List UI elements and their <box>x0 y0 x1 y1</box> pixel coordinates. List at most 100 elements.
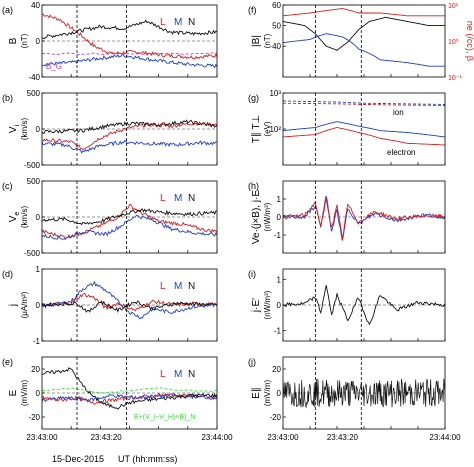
ytick-label: 500 <box>27 89 41 98</box>
legend-n: N <box>188 281 195 292</box>
ytick-label: 10² <box>269 125 281 134</box>
panel-tag: (e) <box>2 357 13 367</box>
ytick-label: -1 <box>274 327 282 336</box>
panel-g: 10³ 10² (g) T∥ T⊥ (eV) ion electron <box>248 89 446 166</box>
series-b-g <box>42 52 217 55</box>
y-axis-subscript: i <box>14 124 21 126</box>
y-axis-unit: (km/s) <box>20 118 29 141</box>
annotation-electron: electron <box>387 148 415 157</box>
panel-h: 1 0 -1 (h)Ve·(j×B), j·E (nW/m³) <box>248 180 446 254</box>
y-axis-label: Vi <box>8 124 21 133</box>
series-e-v-i-v-h-b-n <box>42 387 217 394</box>
series-t-i- <box>283 100 445 105</box>
ytick-label: 10³ <box>269 89 281 98</box>
series-ne <box>283 8 445 17</box>
y2tick-label: 10¹ <box>448 3 459 10</box>
ytick-label: 1 <box>277 275 282 284</box>
y-axis-unit: (eV) <box>263 121 272 136</box>
legend-n: N <box>188 17 195 28</box>
series--b- <box>283 16 445 51</box>
y-axis-label: j·E′ <box>251 298 262 313</box>
ytick-label: 0 <box>36 125 41 134</box>
panel-b: 500 0 -500 (b) Vi (km/s) <box>2 89 218 170</box>
panel-j: 20 0 -20 (j) E∥ (mV/m) 23:43:00 23:43:20 23:44:0… <box>248 356 461 442</box>
ytick-label: 0 <box>36 213 41 222</box>
series-m <box>42 392 217 403</box>
ytick-label: 20 <box>31 365 40 374</box>
legend-l: L <box>160 369 166 380</box>
legend-n: N <box>188 369 195 380</box>
ytick-label: 40 <box>272 42 281 51</box>
series-ve-j-b- <box>283 195 445 241</box>
ytick-label: 20 <box>272 365 281 374</box>
series-t-e- <box>283 127 445 146</box>
y-axis-label: j <box>8 304 19 307</box>
ytick-label: 60 <box>272 1 281 10</box>
y2tick-label: 10⁰ <box>448 38 459 46</box>
y-axis-label: |B| <box>251 35 262 47</box>
legend-n: N <box>188 193 195 204</box>
panel-tag: (d) <box>2 269 13 279</box>
series-l <box>42 203 217 240</box>
panel-i: 1 0 -1 (i) j·E′ (nW/m³) <box>248 268 446 342</box>
series-m <box>42 139 217 154</box>
ytick-label: -500 <box>24 249 41 258</box>
xtick-label: 23:43:20 <box>327 433 359 442</box>
panel-tag: (j) <box>248 357 256 367</box>
series-n <box>42 208 217 226</box>
date-label: 15-Dec-2015 <box>52 454 104 464</box>
series-m <box>42 280 217 320</box>
ytick-label: -20 <box>269 413 281 422</box>
y-axis-unit: (nW/m³) <box>263 202 272 231</box>
y-axis-label: E∥ <box>251 387 262 399</box>
panel-tag: (g) <box>248 93 259 103</box>
ytick-label: -1 <box>274 231 282 240</box>
legend-m: M <box>174 281 182 292</box>
x-axis-label: UT (hh:mm:ss) <box>118 454 177 464</box>
legend-l: L <box>160 281 166 292</box>
annotation-bg: B_G <box>46 62 62 71</box>
panel-tag: (f) <box>248 5 257 15</box>
annotation-ion: ion <box>393 108 404 117</box>
ytick-label: 0 <box>277 213 282 222</box>
xtick-label: 23:44:00 <box>429 433 461 442</box>
xtick-label: 23:43:00 <box>26 433 58 442</box>
ytick-label: 0 <box>277 389 282 398</box>
y2-axis-label: ne (/cc), β <box>465 21 474 61</box>
ytick-label: -1 <box>33 337 41 346</box>
y-axis-unit: (nW/m³) <box>263 290 272 319</box>
y-axis-label: T∥ T⊥ <box>251 115 262 144</box>
y-axis-unit: (nT) <box>20 33 29 48</box>
ytick-label: 40 <box>31 1 40 10</box>
series-l <box>42 121 217 150</box>
y-axis-unit: (mV/m) <box>20 380 29 407</box>
y-axis-label: Ve <box>8 212 21 223</box>
ytick-label: -40 <box>28 73 40 82</box>
ytick-label: 1 <box>36 265 41 274</box>
panel-tag: (h) <box>248 181 259 191</box>
panel-f: 60 50 40 (f) |B| (nT) 10¹ 10⁰ 10⁻¹ ne (/cc), β <box>248 1 474 82</box>
y-axis-unit: (km/s) <box>20 206 29 229</box>
annotation-generalized-ohm: E+(V_i−V_H)×B)_N <box>134 414 195 421</box>
legend-m: M <box>174 193 182 204</box>
y-axis-label: E <box>8 389 19 396</box>
series-m <box>42 214 217 240</box>
panel-d: 1 0 -1 (d) j (μA/m²) L M N <box>2 265 218 346</box>
series-- <box>283 33 445 67</box>
series-e- <box>283 378 445 409</box>
y-axis-label: B <box>8 37 19 44</box>
ytick-label: -20 <box>28 413 40 422</box>
legend-m: M <box>174 17 182 28</box>
series-j-e- <box>283 285 445 326</box>
series-m <box>42 53 217 69</box>
series-t-i- <box>283 102 445 106</box>
y-axis-unit: (nT) <box>263 33 272 48</box>
series-n <box>42 119 217 134</box>
legend-l: L <box>160 17 166 28</box>
ytick-label: 1 <box>277 195 282 204</box>
ytick-label: 500 <box>27 177 41 186</box>
panel-c: 500 0 -500 (c) Ve (km/s) L M N <box>2 177 218 258</box>
y-axis-subscript: e <box>14 212 21 216</box>
